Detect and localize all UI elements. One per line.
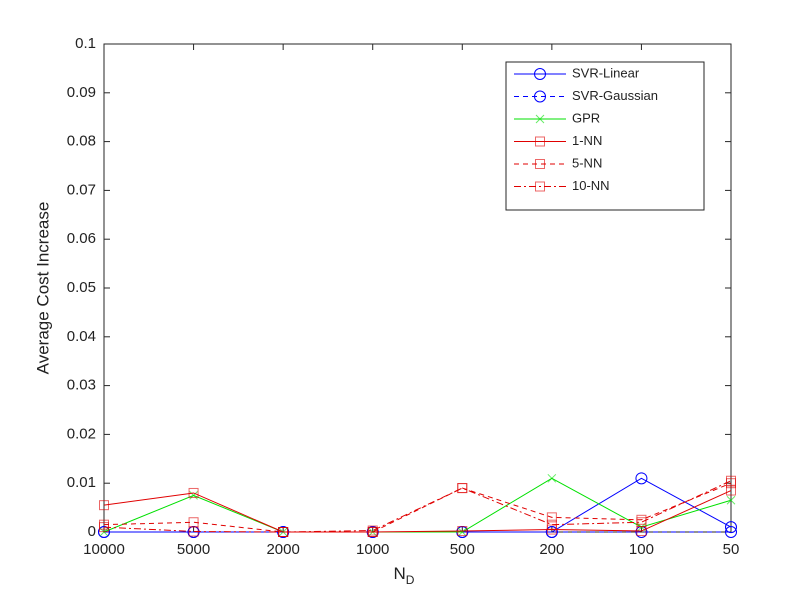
x-tick-label: 200 [539,541,564,558]
marker [278,527,289,537]
marker [99,500,109,511]
series-line [103,482,732,533]
y-tick-label: 0 [88,523,96,540]
y-axis-label: Average Cost Increase [33,202,52,375]
legend-marker [535,136,545,147]
marker [457,526,468,537]
y-tick-label: 0.07 [67,181,96,198]
marker [726,475,736,486]
y-tick-label: 0.06 [67,230,96,247]
y-tick-label: 0.09 [67,84,96,101]
y-tick-label: 0.04 [67,328,96,345]
series-line [103,480,732,533]
marker [635,472,648,485]
legend-label: GPR [572,110,600,125]
marker [546,512,557,523]
marker [188,526,199,537]
legend-marker [535,114,545,124]
x-label-main: N [394,564,406,583]
y-tick-label: 0.05 [67,279,96,296]
y-tick-label: 0.08 [67,133,96,150]
marker [98,526,110,538]
legend-marker [534,68,546,80]
marker [367,525,378,536]
x-tick-label: 50 [723,541,740,558]
x-tick-label: 10000 [83,541,125,558]
marker [457,483,468,494]
legend-label: SVR-Linear [572,65,640,80]
legend-label: 10-NN [572,178,610,193]
marker [189,491,198,500]
legend-label: SVR-Gaussian [572,88,658,103]
series-line [103,490,732,533]
legend-marker [534,90,546,103]
y-tick-label: 0.1 [75,35,96,52]
y-tick-label: 0.02 [67,425,96,442]
x-tick-label: 5000 [177,541,210,558]
x-tick-label: 2000 [266,541,299,558]
x-tick-label: 1000 [356,541,389,558]
y-tick-label: 0.01 [67,474,96,491]
marker [545,526,558,538]
marker [726,485,736,496]
marker [99,522,109,533]
marker [725,521,737,534]
y-tick-label: 0.03 [67,377,96,394]
marker [725,526,737,538]
legend-label: 1-NN [572,133,602,148]
marker [546,519,557,530]
legend: SVR-Linear SVR-Gaussian GPR 1-NN 5-NN 10-NN [505,61,705,211]
marker [188,487,199,498]
marker [547,473,557,483]
legend-box [505,61,705,211]
marker [457,527,467,537]
x-tick-label: 100 [629,541,654,558]
marker [726,495,736,505]
x-label-sub: D [406,573,415,587]
marker [636,517,647,528]
legend-label: 5-NN [572,155,602,170]
legend-marker [535,159,545,169]
legend-marker [535,181,545,192]
x-tick-label: 500 [450,541,475,558]
x-axis-label: ND [394,564,415,587]
